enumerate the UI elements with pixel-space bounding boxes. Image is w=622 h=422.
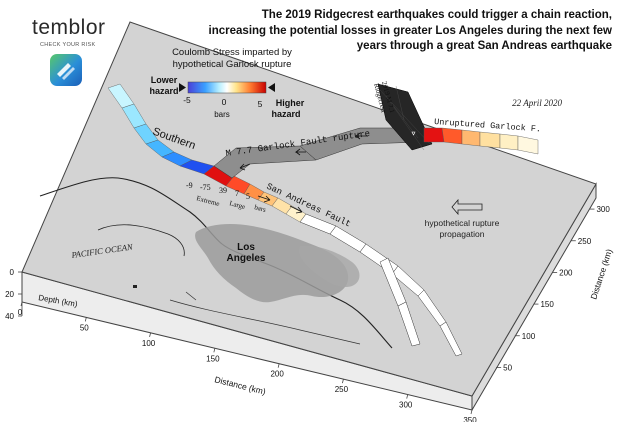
- right-tick-label: 300: [596, 205, 610, 214]
- distance-tick-mark: [342, 379, 344, 384]
- propagation-label-line1: hypothetical rupture: [425, 218, 500, 228]
- unruptured-garlock-segment: [423, 127, 539, 155]
- coastline-bay: [97, 224, 185, 257]
- map-date: 22 April 2020: [512, 98, 562, 108]
- right-tick-label: 150: [540, 300, 554, 309]
- distance-tick-mark: [470, 409, 473, 415]
- legend-tick-max: 5: [258, 99, 263, 109]
- right-tick-label: 50: [503, 363, 512, 372]
- right-distance-axis: [496, 208, 595, 368]
- depth-axis: [18, 271, 23, 317]
- stress-value-5: 5: [246, 192, 250, 201]
- distance-tick-label: 150: [206, 354, 220, 363]
- distance-axis-label: Distance (km): [214, 374, 267, 396]
- distance-tick-label: 200: [270, 370, 284, 379]
- distance-tick-label: 250: [335, 385, 349, 394]
- higher-hazard-arrow: [268, 83, 275, 92]
- depth-tick-40: 40: [5, 312, 14, 321]
- stress-value-4: 7: [235, 189, 239, 198]
- state-border: [169, 299, 361, 345]
- right-tick-label: 200: [559, 268, 573, 277]
- headline: The 2019 Ridgecrest earthquakes could tr…: [208, 9, 612, 52]
- san-andreas-southern-strands: [299, 213, 463, 357]
- los-angeles-label-line1: Los: [237, 242, 255, 253]
- legend-higher-line1: Higher: [276, 98, 305, 108]
- distance-tick-label: 50: [80, 323, 89, 332]
- temblor-app-icon: [50, 54, 82, 86]
- legend-title-line2: hypothetical Garlock rupture: [173, 59, 292, 70]
- distance-tick-label: 300: [399, 401, 413, 410]
- map-box-top-face: [21, 21, 597, 397]
- border-spur: [185, 291, 197, 301]
- distance-tick-label: 0: [18, 308, 23, 317]
- legend-tick-mid: 0: [222, 97, 227, 107]
- san-andreas-arrows: [257, 195, 303, 214]
- ridgecrest-rupture-plane: [377, 83, 433, 151]
- garlock-rupture-segment: [213, 127, 425, 179]
- distance-axis: [20, 301, 473, 415]
- legend-unit: bars: [214, 110, 230, 119]
- depth-tick-0: 0: [10, 268, 15, 277]
- distance-tick-label: 350: [463, 416, 477, 422]
- distance-tick-label: 100: [142, 339, 156, 348]
- legend-lower-line1: Lower: [151, 75, 178, 85]
- legend-higher-line2: hazard: [271, 109, 300, 119]
- distance-tick-mark: [84, 317, 87, 322]
- distance-tick-labels: 0 50 100 150 200 250 300 350: [18, 308, 477, 422]
- propagation-legend-arrow: [451, 198, 483, 216]
- propagation-label-line2: propagation: [440, 229, 485, 239]
- stress-value-1: -9: [186, 181, 193, 190]
- los-angeles-urban-area: [195, 224, 349, 303]
- stress-value-2: -75: [200, 183, 211, 192]
- stress-unit-label: bars: [253, 203, 267, 214]
- legend-lower-line2: hazard: [149, 86, 178, 96]
- right-axis-label: Distance (km): [588, 248, 614, 301]
- lower-hazard-arrow: [179, 83, 186, 92]
- distance-tick-mark: [149, 332, 151, 337]
- distance-tick-mark: [406, 394, 409, 399]
- stress-value-3: 39: [219, 186, 227, 195]
- los-angeles-label-line2: Angeles: [227, 253, 266, 264]
- distance-tick-mark: [213, 348, 216, 353]
- urban-area-east: [298, 245, 360, 288]
- stress-large-label: Large: [228, 199, 246, 211]
- depth-tick-20: 20: [5, 290, 14, 299]
- legend-tick-min: -5: [183, 95, 191, 105]
- right-tick-label: 100: [522, 332, 536, 341]
- temblor-tagline: CHECK YOUR RISK: [40, 42, 96, 48]
- island-marker: [133, 285, 137, 288]
- temblor-wordmark: temblor: [32, 16, 106, 39]
- stress-color-bar: [187, 81, 267, 94]
- legend-title-line1: Coulomb Stress imparted by: [172, 47, 292, 58]
- right-tick-labels: 300 250 200 150 100 50: [503, 205, 610, 372]
- distance-tick-mark: [20, 301, 23, 307]
- rupture-direction-arrows: [239, 132, 368, 171]
- right-tick-label: 250: [578, 237, 592, 246]
- temblor-logo-mark: [57, 63, 75, 80]
- distance-tick-mark: [277, 363, 280, 368]
